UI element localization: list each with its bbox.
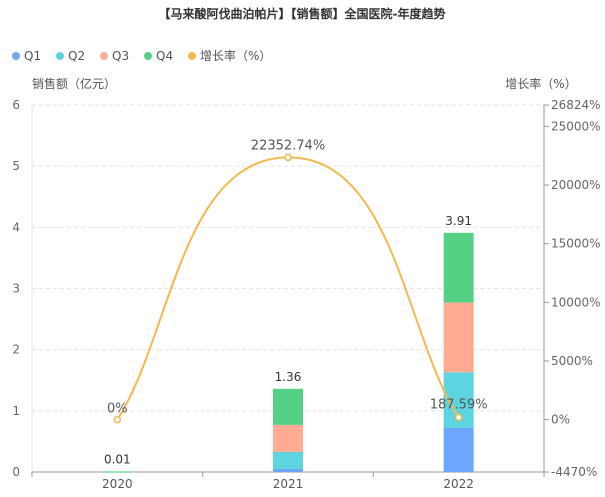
- y-tick-label-1: 1: [12, 404, 20, 418]
- bar-2021-Q2: [273, 451, 303, 469]
- growth-label-2021: 22352.74%: [251, 138, 325, 153]
- x-tick-label-2021: 2021: [273, 477, 304, 491]
- y-tick-label-5: 5: [12, 159, 20, 173]
- y-tick-label-0: 0: [12, 465, 20, 479]
- y2-tick-label-1: -4470%: [551, 465, 597, 479]
- y-tick-label-3: 3: [12, 282, 20, 296]
- legend-marker-4: [144, 52, 152, 60]
- y2-tick-label-4: 10000%: [551, 295, 601, 309]
- y-tick-label-2: 2: [12, 343, 20, 357]
- y-tick-label-4: 4: [12, 220, 20, 234]
- legend-marker-5: [188, 52, 196, 60]
- total-label-2021: 1.36: [275, 370, 302, 384]
- legend-marker-2: [56, 52, 64, 60]
- bar-2021-Q1: [273, 468, 303, 472]
- legend-label-1: Q1: [24, 49, 41, 63]
- total-label-2022: 3.91: [445, 214, 472, 228]
- y2-tick-label-5: 15000%: [551, 237, 601, 251]
- bar-2022-Q4: [443, 232, 474, 303]
- bar-2022-Q1: [443, 427, 474, 472]
- y2-tick-label-2: 0%: [551, 413, 570, 427]
- growth-point-2022: [454, 413, 463, 422]
- y2-tick-label-6: 20000%: [551, 178, 601, 192]
- bar-2020-Q4: [102, 471, 133, 473]
- growth-label-2020: 0%: [107, 402, 128, 417]
- y2-tick-label-8: 26824%: [551, 98, 601, 112]
- y-axis-title: 销售额（亿元）: [32, 76, 116, 91]
- legend-label-2: Q2: [68, 49, 85, 63]
- total-label-2020: 0.01: [104, 452, 131, 466]
- y2-axis-title: 增长率（%）: [505, 76, 576, 91]
- legend-marker-3: [100, 52, 108, 60]
- growth-label-2022: 187.59%: [430, 397, 488, 412]
- growth-point-2021: [284, 153, 292, 162]
- y-tick-label-6: 6: [12, 98, 20, 112]
- y2-tick-label-7: 25000%: [551, 119, 601, 133]
- growth-point-2020: [113, 415, 122, 424]
- chart-title: 【马来酸阿伐曲泊帕片】【销售额】全国医院-年度趋势: [159, 6, 446, 21]
- legend-label-3: Q3: [112, 49, 129, 63]
- x-tick-label-2020: 2020: [102, 477, 133, 491]
- x-tick-label-2022: 2022: [443, 477, 474, 491]
- legend-label-5: 增长率（%）: [200, 48, 271, 63]
- y2-tick-label-3: 5000%: [551, 354, 593, 368]
- legend-marker-1: [12, 52, 20, 60]
- bar-2022-Q3: [443, 302, 474, 373]
- bar-2021-Q3: [273, 424, 303, 452]
- legend-label-4: Q4: [156, 49, 173, 63]
- bar-2021-Q4: [273, 388, 303, 425]
